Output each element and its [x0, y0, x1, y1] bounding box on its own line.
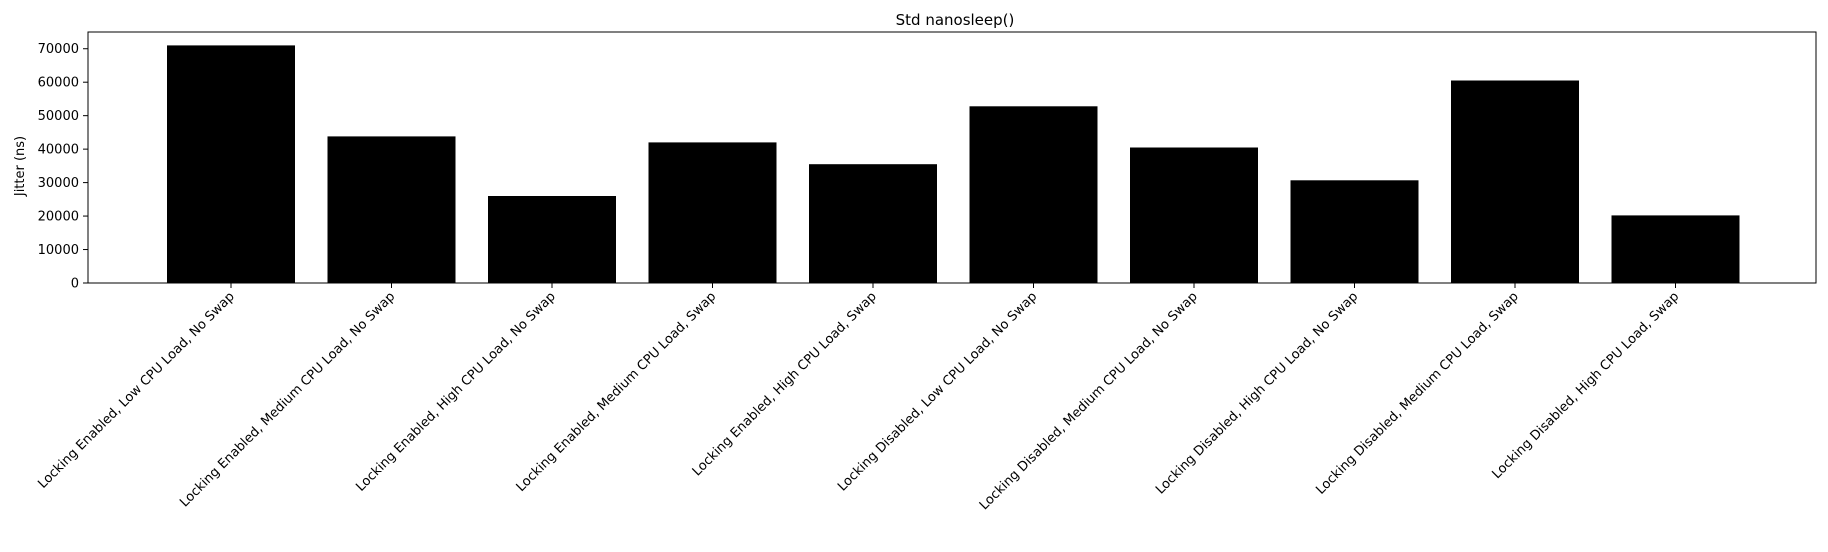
y-tick-label: 40000 — [38, 143, 79, 158]
x-tick-label: Locking Disabled, High CPU Load, Swap — [1489, 289, 1682, 482]
bar — [809, 164, 937, 283]
bar — [1130, 147, 1258, 283]
y-tick-label: 30000 — [38, 176, 79, 191]
bar — [969, 106, 1098, 283]
x-tick-label: Locking Enabled, Medium CPU Load, Swap — [514, 289, 720, 495]
y-tick-label: 60000 — [38, 76, 79, 91]
bar — [1451, 80, 1579, 283]
x-tick-label: Locking Enabled, High CPU Load, Swap — [690, 289, 880, 479]
x-tick-label: Locking Disabled, Medium CPU Load, Swap — [1313, 289, 1521, 497]
bar — [488, 196, 616, 283]
y-tick-label: 50000 — [38, 109, 79, 124]
chart-title: Std nanosleep() — [896, 11, 1015, 29]
x-tick-label: Locking Disabled, High CPU Load, No Swap — [1153, 289, 1361, 497]
y-axis-title: Jitter (ns) — [13, 136, 28, 197]
x-tick-label: Locking Disabled, Low CPU Load, No Swap — [835, 289, 1040, 494]
x-tick-label: Locking Enabled, High CPU Load, No Swap — [353, 289, 559, 495]
y-tick-label: 20000 — [38, 210, 79, 225]
y-tick-label: 70000 — [38, 42, 79, 57]
plot-frame — [87, 31, 1817, 284]
y-tick-label: 0 — [71, 277, 79, 292]
plot-area: Locking Enabled, Low CPU Load, No Swap Lo… — [35, 31, 1817, 513]
bar — [1290, 180, 1419, 283]
bar — [167, 45, 295, 284]
bar — [1611, 215, 1740, 283]
x-tick-label: Locking Enabled, Low CPU Load, No Swap — [35, 289, 237, 491]
y-tick-label: 10000 — [38, 243, 79, 258]
bar — [648, 142, 777, 283]
bar — [327, 136, 456, 283]
